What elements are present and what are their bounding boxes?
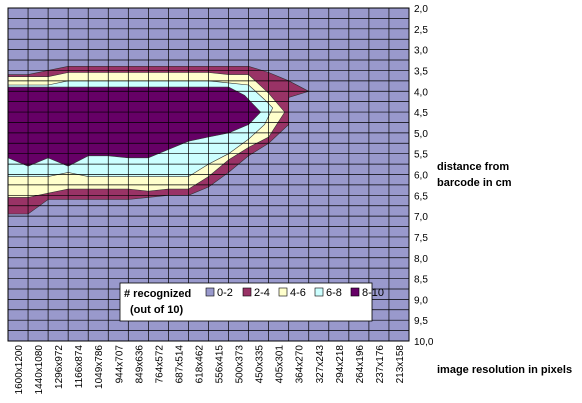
legend-label: 0-2 [217, 287, 233, 299]
y-tick-label: 8,5 [414, 275, 428, 286]
legend-item-6-8: 6-8 [314, 287, 342, 299]
x-tick-label: 213x158 [395, 345, 406, 384]
legend-item-2-4: 2-4 [242, 287, 270, 299]
x-axis-title: image resolution in pixels [437, 364, 572, 376]
legend-swatch [205, 287, 215, 297]
x-tick-label: 1440x1080 [34, 345, 45, 395]
x-tick-label: 687x514 [174, 345, 185, 384]
y-tick-label: 4,0 [414, 87, 428, 98]
legend-swatch [278, 287, 288, 297]
legend-item-4-6: 4-6 [278, 287, 306, 299]
x-tick-label: 264x196 [355, 345, 366, 384]
y-tick-label: 9,5 [414, 316, 428, 327]
legend-swatch [242, 287, 252, 297]
plot-border [7, 7, 410, 342]
y-tick-label: 4,5 [414, 108, 428, 119]
x-tick-label: 1049x786 [94, 345, 105, 389]
x-tick-label: 500x373 [235, 345, 246, 384]
y-tick-label: 8,0 [414, 254, 428, 265]
x-tick-label: 764x572 [154, 345, 165, 384]
legend-label: 8-10 [362, 287, 384, 299]
contour-layer [7, 66, 310, 215]
y-tick-label: 2,5 [414, 25, 428, 36]
x-tick-label: 944x707 [114, 345, 125, 384]
y-tick-label: 5,0 [414, 129, 428, 140]
legend-label: 4-6 [290, 287, 306, 299]
x-tick-label: 450x335 [255, 345, 266, 384]
legend-item-0-2: 0-2 [205, 287, 233, 299]
legend-title-line-2: (out of 10) [130, 304, 183, 316]
legend-label: 2-4 [254, 287, 270, 299]
y-tick-label: 9,0 [414, 295, 428, 306]
y-tick-label: 10,0 [414, 337, 434, 348]
x-tick-label: 556x415 [215, 345, 226, 384]
y-tick-label: 7,0 [414, 212, 428, 223]
y-axis-title-line-1: distance from [437, 161, 509, 173]
legend-items: 0-2 2-4 4-6 6-8 8-10 [205, 287, 384, 299]
legend-title-line-1: # recognized [124, 288, 191, 300]
y-tick-label: 3,5 [414, 66, 428, 77]
x-tick-label: 1296x972 [54, 345, 65, 389]
x-tick-label: 327x243 [315, 345, 326, 384]
x-tick-label: 1166x874 [74, 345, 85, 389]
y-axis-ticks: 2,0 2,5 3,0 3,5 4,0 4,5 5,0 5,5 6,0 6,5 7,0 7,5 8,0 8… [414, 4, 434, 348]
legend: # recognized (out of 10) 0-2 2-4 4-6 6-8 8-1… [119, 282, 384, 322]
x-tick-label: 294x218 [335, 345, 346, 384]
y-tick-label: 2,0 [414, 4, 428, 15]
legend-label: 6-8 [326, 287, 342, 299]
legend-swatch [314, 287, 324, 297]
x-axis-ticks: 1600x1200 1440x1080 1296x972 1166x874 1049x7… [14, 345, 406, 395]
y-tick-label: 6,5 [414, 191, 428, 202]
x-tick-label: 1600x1200 [14, 345, 25, 395]
y-tick-label: 5,5 [414, 150, 428, 161]
x-tick-label: 405x301 [275, 345, 286, 384]
y-tick-label: 3,0 [414, 46, 428, 57]
legend-item-8-10: 8-10 [350, 287, 384, 299]
y-axis-title-line-2: barcode in cm [437, 177, 512, 189]
y-tick-label: 6,0 [414, 171, 428, 182]
x-tick-label: 364x270 [295, 345, 306, 384]
x-tick-label: 237x176 [375, 345, 386, 384]
legend-swatch [350, 287, 360, 297]
contour-band-8-10 [7, 86, 262, 167]
x-tick-label: 849x636 [134, 345, 145, 384]
x-tick-label: 618x462 [194, 345, 205, 384]
y-tick-label: 7,5 [414, 233, 428, 244]
